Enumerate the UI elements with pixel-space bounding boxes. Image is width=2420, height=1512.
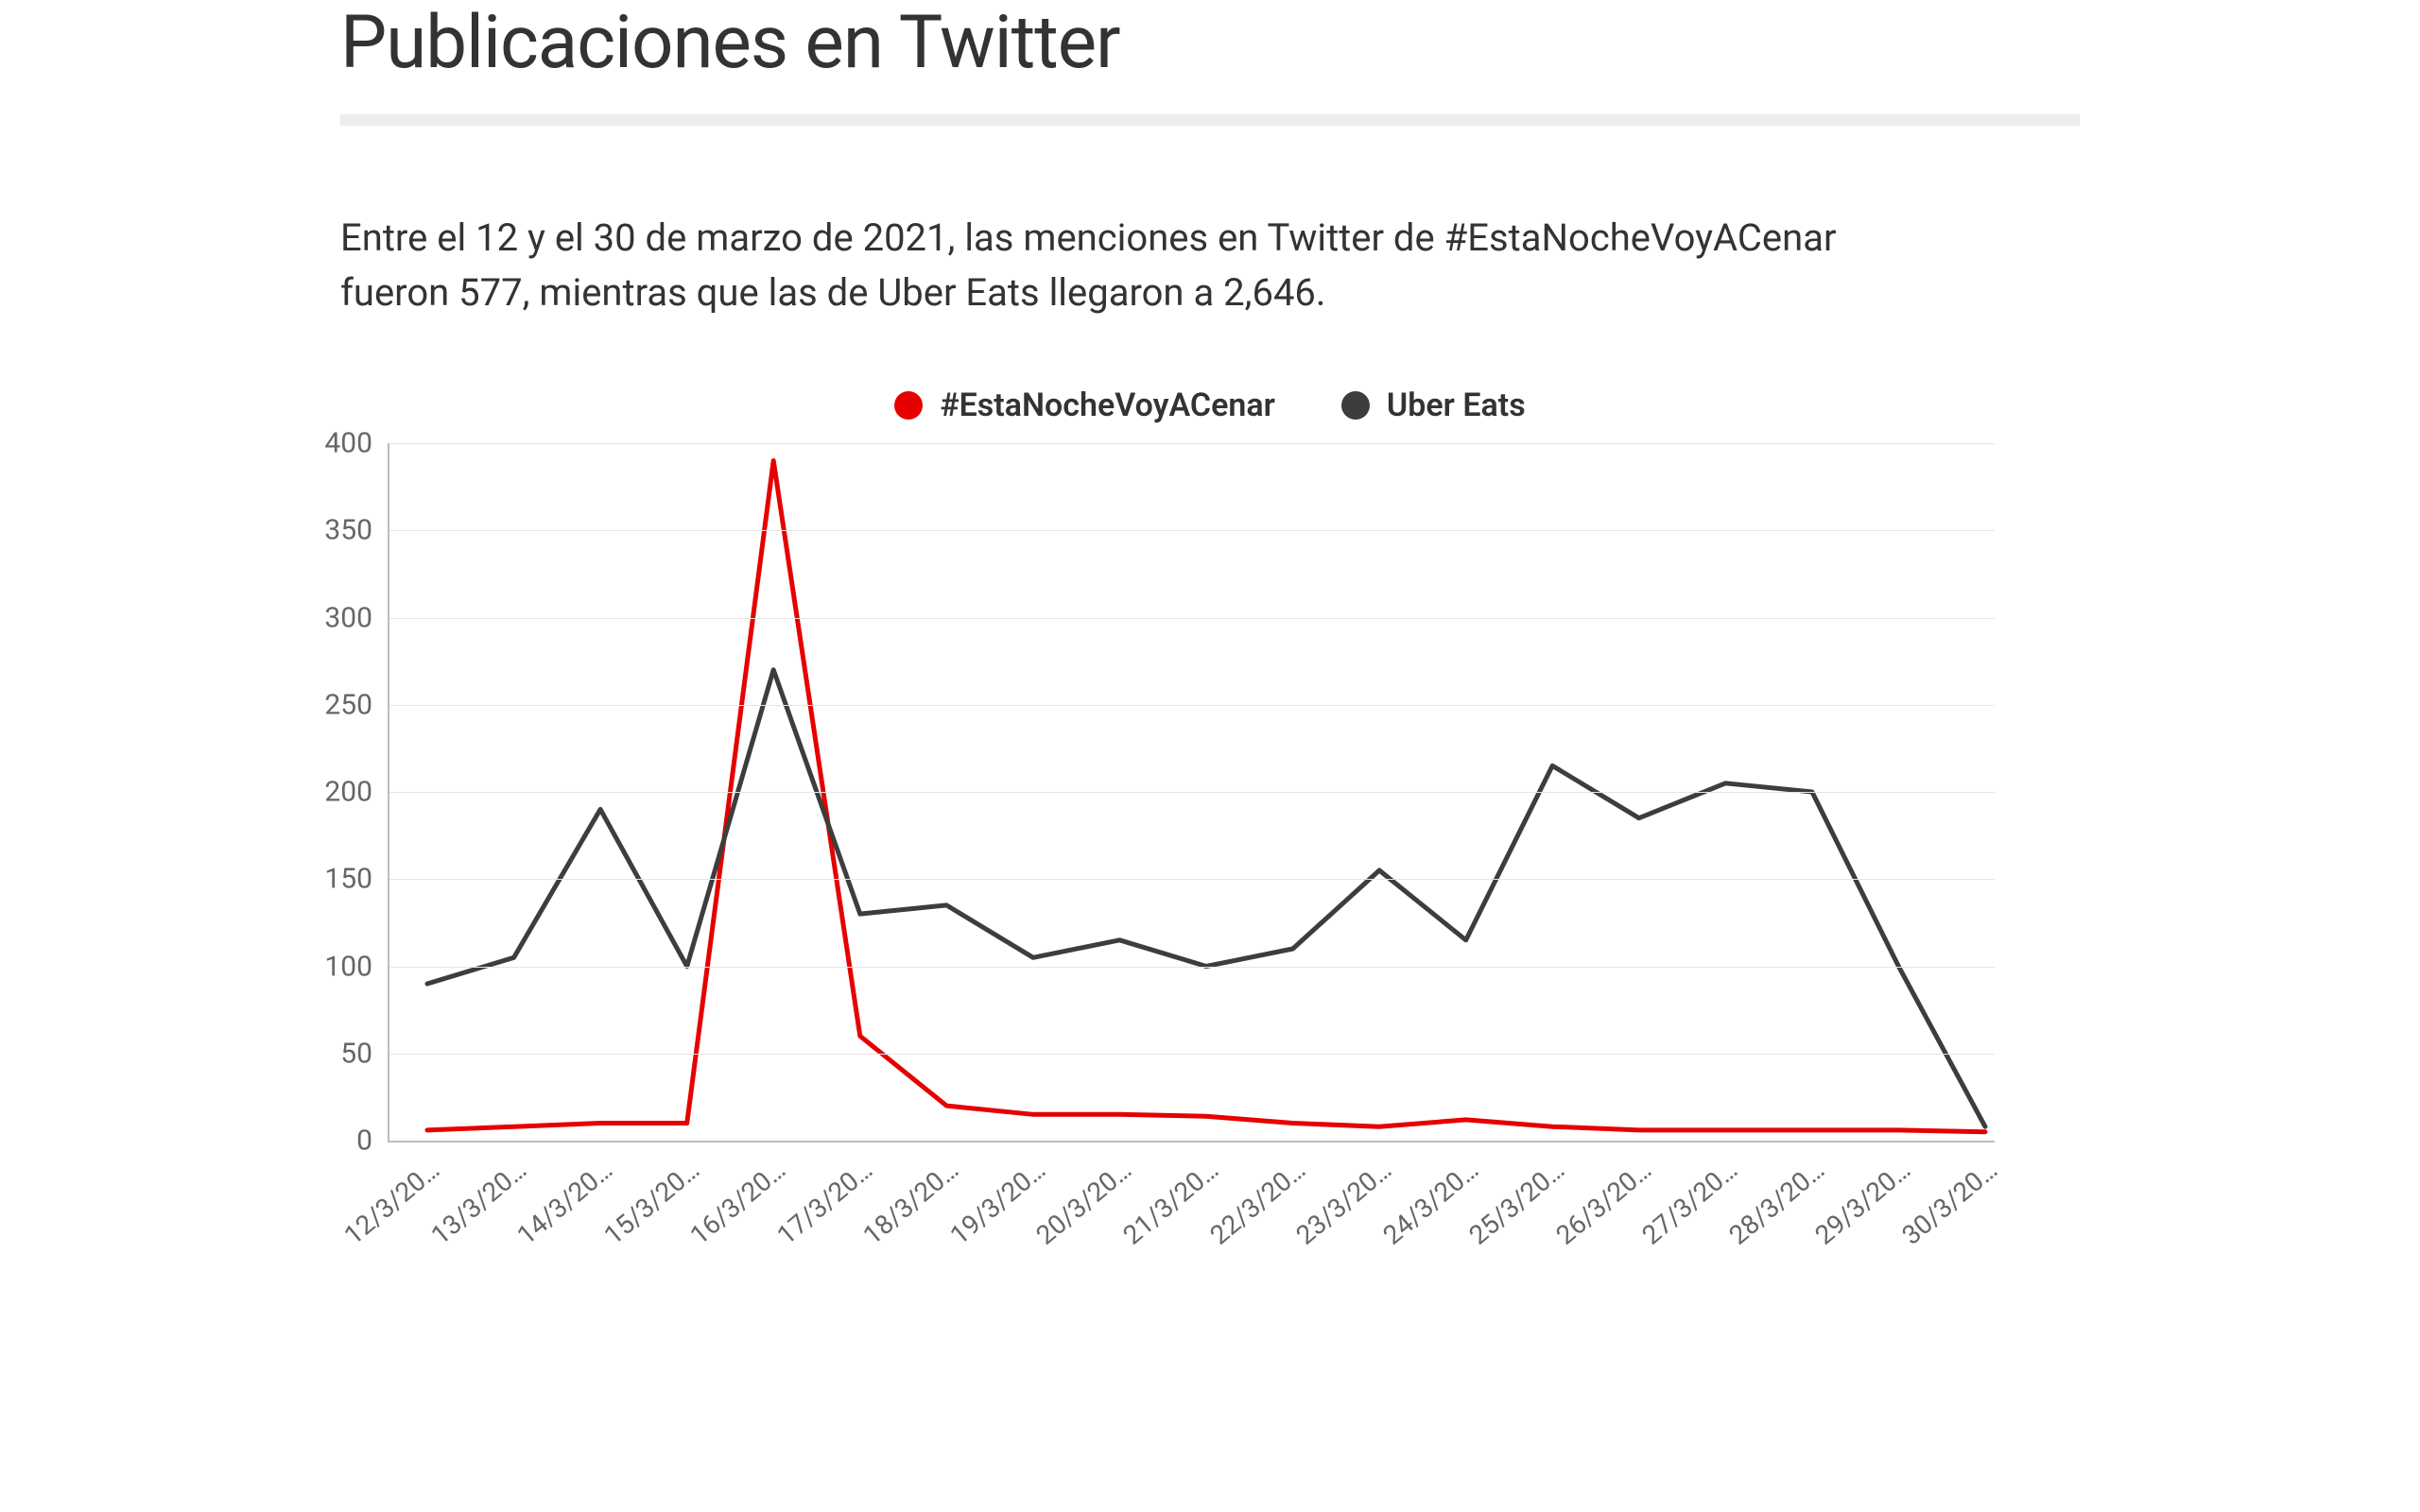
y-tick-label: 350 [324,514,389,547]
legend-item-series-1: Uber Eats [1341,387,1526,424]
x-tick-label: 15/3/20… [597,1154,705,1251]
chart-plot: 050100150200250300350400 [388,443,1995,1143]
x-tick-label: 22/3/20… [1203,1154,1311,1251]
legend-marker-icon [894,391,923,420]
gridline [389,618,1995,619]
x-tick-label: 18/3/20… [857,1154,965,1251]
x-tick-label: 28/3/20… [1723,1154,1831,1251]
chart-description: Entre el 12 y el 30 de marzo de 2021, la… [340,211,1900,320]
title-divider [340,114,2080,126]
x-tick-label: 24/3/20… [1376,1154,1484,1251]
x-tick-label: 30/3/20… [1896,1154,2004,1251]
x-tick-label: 23/3/20… [1290,1154,1398,1251]
x-tick-label: 13/3/20… [424,1154,532,1251]
gridline [389,1054,1995,1055]
gridline [389,879,1995,880]
gridline [389,530,1995,531]
x-axis-labels: 12/3/20…13/3/20…14/3/20…15/3/20…16/3/20…… [388,1154,1995,1343]
x-tick-label: 25/3/20… [1463,1154,1571,1251]
chart-area: 050100150200250300350400 12/3/20…13/3/20… [388,443,2080,1343]
y-tick-label: 100 [324,950,389,983]
legend-item-series-0: #EstaNocheVoyACenar [894,387,1275,424]
y-tick-label: 0 [356,1125,389,1158]
x-tick-label: 14/3/20… [511,1154,619,1251]
x-tick-label: 27/3/20… [1636,1154,1744,1251]
chart-legend: #EstaNocheVoyACenar Uber Eats [340,387,2080,424]
y-tick-label: 300 [324,601,389,634]
y-tick-label: 400 [324,427,389,460]
page-title: Publicaciones en Twitter [340,0,2080,86]
y-tick-label: 250 [324,688,389,721]
gridline [389,443,1995,444]
x-tick-label: 17/3/20… [770,1154,878,1251]
x-tick-label: 29/3/20… [1809,1154,1917,1251]
series-line-0 [427,461,1985,1132]
gridline [389,967,1995,968]
x-tick-label: 26/3/20… [1549,1154,1657,1251]
x-tick-label: 20/3/20… [1030,1154,1138,1251]
y-tick-label: 50 [340,1037,389,1070]
gridline [389,792,1995,793]
x-tick-label: 19/3/20… [944,1154,1052,1251]
x-tick-label: 12/3/20… [338,1154,446,1251]
x-tick-label: 16/3/20… [684,1154,792,1251]
y-tick-label: 200 [324,776,389,809]
gridline [389,705,1995,706]
series-line-1 [427,670,1985,1126]
legend-marker-icon [1341,391,1370,420]
x-tick-label: 21/3/20… [1117,1154,1225,1251]
y-tick-label: 150 [324,863,389,896]
legend-label: Uber Eats [1387,387,1526,424]
legend-label: #EstaNocheVoyACenar [940,387,1275,424]
